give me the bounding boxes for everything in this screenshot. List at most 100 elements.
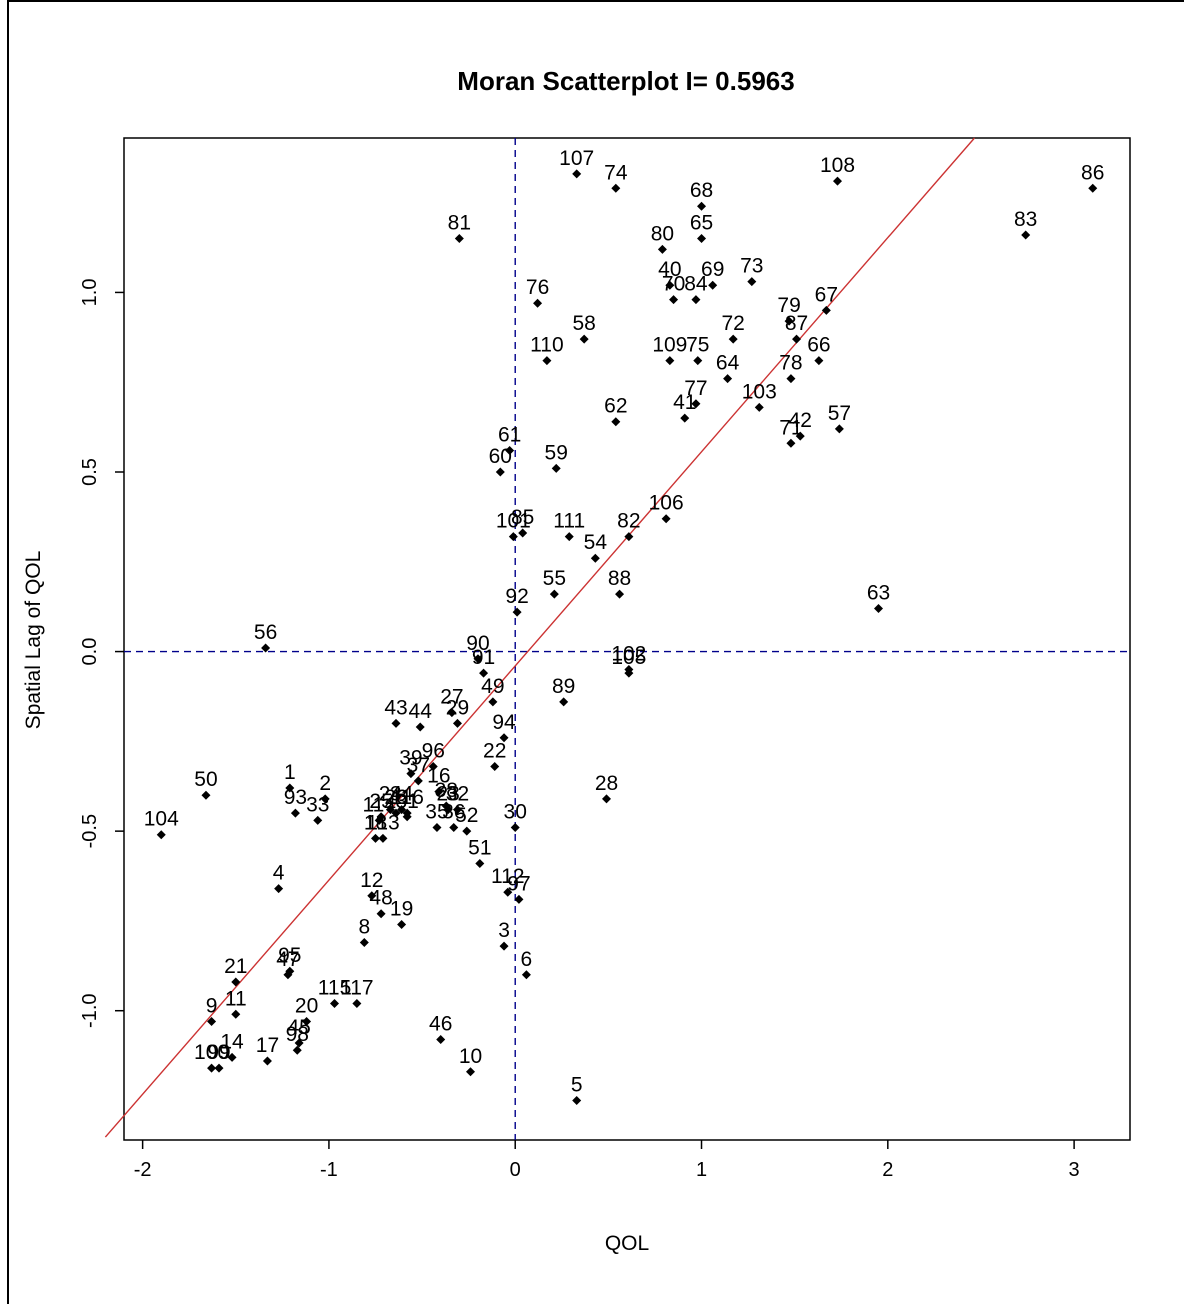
y-tick-label: 0.0 xyxy=(79,638,101,666)
x-tick-label: 3 xyxy=(1069,1159,1080,1181)
data-point xyxy=(590,553,600,563)
point-label: 66 xyxy=(807,334,830,357)
data-point xyxy=(397,920,407,930)
point-label: 92 xyxy=(505,585,528,608)
point-label: 109 xyxy=(652,334,687,357)
data-point xyxy=(436,1034,446,1044)
point-label: 49 xyxy=(481,675,504,698)
data-point xyxy=(454,234,464,244)
data-point xyxy=(231,977,241,987)
data-point xyxy=(549,589,559,599)
data-point xyxy=(406,769,416,779)
point-label: 52 xyxy=(455,804,478,827)
data-point xyxy=(579,334,589,344)
point-label: 30 xyxy=(504,801,527,824)
data-point xyxy=(261,643,271,653)
point-label: 112 xyxy=(491,865,524,888)
point-label: 62 xyxy=(604,395,627,418)
data-point xyxy=(320,794,330,804)
y-axis: -1.0 -0.5 0.0 0.5 1.0 xyxy=(79,279,124,1028)
point-label: 56 xyxy=(254,621,277,644)
point-label: 102 xyxy=(611,643,646,666)
point-label: 94 xyxy=(492,711,516,734)
data-point xyxy=(786,438,796,448)
point-label: 14 xyxy=(220,1030,244,1053)
point-label: 117 xyxy=(340,977,373,1000)
data-point xyxy=(754,402,764,412)
data-point xyxy=(371,833,380,843)
data-point xyxy=(290,808,300,818)
data-point xyxy=(302,1016,312,1026)
point-label: 73 xyxy=(740,255,763,278)
data-point xyxy=(294,1038,304,1048)
data-point xyxy=(376,909,386,919)
point-label: 69 xyxy=(701,258,724,281)
point-label: 34 xyxy=(390,783,414,806)
point-label: 17 xyxy=(256,1034,279,1057)
point-label: 82 xyxy=(617,510,640,533)
point-label: 70 xyxy=(662,273,685,296)
data-point xyxy=(665,356,675,366)
data-point xyxy=(518,528,528,538)
point-label: 23 xyxy=(436,783,459,806)
data-point xyxy=(214,1063,224,1073)
data-point xyxy=(428,761,438,771)
point-label: 48 xyxy=(369,887,392,910)
data-point xyxy=(661,514,671,524)
data-point xyxy=(441,801,451,811)
data-point xyxy=(285,966,295,976)
data-point xyxy=(514,894,524,904)
data-point xyxy=(499,941,509,951)
data-point xyxy=(874,603,883,613)
data-point xyxy=(510,823,520,833)
data-point xyxy=(691,295,701,305)
point-label: 98 xyxy=(286,1023,309,1046)
point-label: 20 xyxy=(295,994,318,1017)
data-point xyxy=(795,431,805,441)
point-label: 76 xyxy=(526,276,549,299)
x-tick-label: 0 xyxy=(510,1159,521,1181)
point-label: 114 xyxy=(362,793,396,816)
y-tick-label: 1.0 xyxy=(79,279,101,307)
data-point xyxy=(572,169,582,179)
data-point xyxy=(385,805,395,815)
data-point xyxy=(624,532,634,542)
data-point xyxy=(784,316,794,326)
data-point xyxy=(559,697,569,707)
data-point xyxy=(449,823,459,833)
data-point xyxy=(624,668,634,678)
data-point xyxy=(821,305,831,315)
point-label: 97 xyxy=(507,872,530,895)
point-label: 100 xyxy=(194,1041,229,1064)
data-point xyxy=(374,815,384,825)
point-label: 11 xyxy=(225,987,247,1010)
point-label: 83 xyxy=(1014,208,1037,231)
point-label: 81 xyxy=(448,212,471,235)
point-label: 79 xyxy=(777,294,800,317)
point-label: 75 xyxy=(686,334,709,357)
point-label: 43 xyxy=(384,696,407,719)
point-label: 4 xyxy=(273,862,285,885)
data-point xyxy=(352,999,362,1009)
data-point xyxy=(508,532,518,542)
data-point xyxy=(490,761,500,771)
x-tick-label: 1 xyxy=(696,1159,707,1181)
point-label: 21 xyxy=(224,955,247,978)
y-tick-label: -1.0 xyxy=(79,993,101,1027)
plot-area-box xyxy=(123,137,1131,1141)
point-label: 40 xyxy=(658,258,681,281)
data-points: 1 234568910111214161718192021222324252627… xyxy=(144,147,1104,1105)
data-point xyxy=(611,183,621,193)
point-label: 51 xyxy=(468,836,491,859)
data-point xyxy=(691,399,701,409)
data-point xyxy=(227,1052,237,1062)
point-label: 91 xyxy=(472,646,495,669)
data-point xyxy=(488,697,498,707)
data-point xyxy=(512,607,522,617)
point-label: 68 xyxy=(690,179,713,202)
point-label: 32 xyxy=(446,783,469,806)
point-label: 45 xyxy=(287,1016,310,1039)
reference-lines xyxy=(124,138,1130,1140)
point-label: 2 xyxy=(319,772,331,795)
